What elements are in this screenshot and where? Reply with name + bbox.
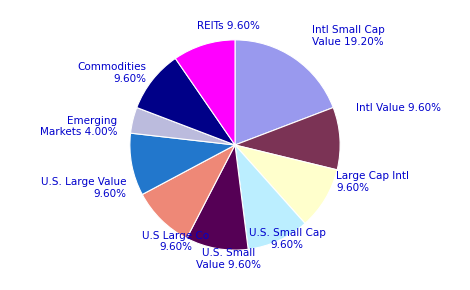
Wedge shape xyxy=(142,145,235,238)
Text: Emerging
Markets 4.00%: Emerging Markets 4.00% xyxy=(40,116,118,137)
Wedge shape xyxy=(235,145,337,223)
Wedge shape xyxy=(137,58,235,145)
Wedge shape xyxy=(131,108,235,145)
Text: REITs 9.60%: REITs 9.60% xyxy=(197,21,260,31)
Text: Large Cap Intl
9.60%: Large Cap Intl 9.60% xyxy=(337,171,409,193)
Text: Commodities
9.60%: Commodities 9.60% xyxy=(77,62,146,84)
Text: U.S. Small Cap
9.60%: U.S. Small Cap 9.60% xyxy=(249,228,325,250)
Text: U.S Large Co
9.60%: U.S Large Co 9.60% xyxy=(142,231,209,252)
Text: U.S. Large Value
9.60%: U.S. Large Value 9.60% xyxy=(41,177,126,199)
Wedge shape xyxy=(235,40,333,145)
Wedge shape xyxy=(235,145,305,249)
Wedge shape xyxy=(130,133,235,195)
Text: Intl Value 9.60%: Intl Value 9.60% xyxy=(356,103,441,113)
Text: Intl Small Cap
Value 19.20%: Intl Small Cap Value 19.20% xyxy=(312,25,384,47)
Text: U.S. Small
Value 9.60%: U.S. Small Value 9.60% xyxy=(196,248,261,270)
Wedge shape xyxy=(187,145,248,250)
Wedge shape xyxy=(235,108,340,170)
Wedge shape xyxy=(175,40,235,145)
